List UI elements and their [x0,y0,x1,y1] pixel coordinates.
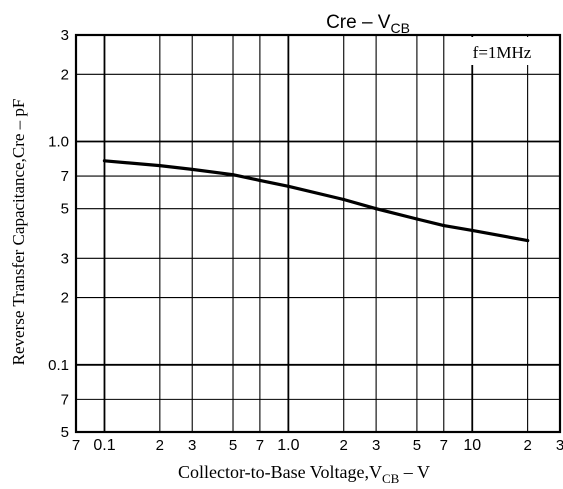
x-tick-label: 10 [463,437,481,454]
plot-frame [74,33,562,434]
series-line [102,159,530,243]
data-point [374,207,378,211]
x-tick-label: 7 [440,437,448,454]
x-tick-label: 1.0 [277,437,299,454]
y-tick-label: 1.0 [48,134,69,151]
data-point [526,238,530,243]
data-point [415,217,419,221]
data-point [442,224,446,228]
data-point [102,159,107,163]
y-tick-label: 5 [61,424,69,441]
chart-title: Cre – VCB [326,12,410,36]
x-tick-label: 2 [340,437,348,454]
y-tick-labels: 3 2 1.0 7 5 3 2 0.1 7 5 [48,27,69,441]
y-tick-label: 3 [61,250,69,267]
x-tick-label: 2 [523,437,531,454]
data-point [158,164,162,168]
x-tick-label: 7 [256,437,264,454]
series [102,159,530,243]
x-axis-label: Collector-to-Base Voltage,VCB – V [178,462,430,486]
y-tick-label: 2 [61,290,69,307]
y-tick-label: 2 [61,66,69,83]
y-tick-label: 3 [61,27,69,44]
x-tick-label: 3 [188,437,196,454]
data-point [286,184,290,188]
data-point [470,228,474,232]
y-tick-label: 5 [61,201,69,218]
y-axis-label: Reverse Transfer Capacitance,Cre – pF [9,99,28,366]
x-tick-label: 5 [229,437,237,454]
x-tick-label: 3 [556,437,563,454]
annotation-box [447,37,557,65]
x-tick-label: 7 [72,437,80,454]
data-point [258,178,262,182]
frequency-annotation: f=1MHz [473,43,532,62]
x-tick-labels: 7 0.1 2 3 5 7 1.0 2 3 5 7 10 2 3 [72,437,563,454]
x-tick-label: 3 [372,437,380,454]
y-tick-label: 7 [61,391,69,408]
y-tick-label: 0.1 [48,357,69,374]
x-tick-label: 5 [413,437,421,454]
data-point [190,167,194,172]
x-tick-label: 2 [156,437,164,454]
x-tick-label: 0.1 [93,437,115,454]
y-tick-label: 7 [61,168,69,185]
data-point [342,197,346,202]
data-point [231,173,235,177]
